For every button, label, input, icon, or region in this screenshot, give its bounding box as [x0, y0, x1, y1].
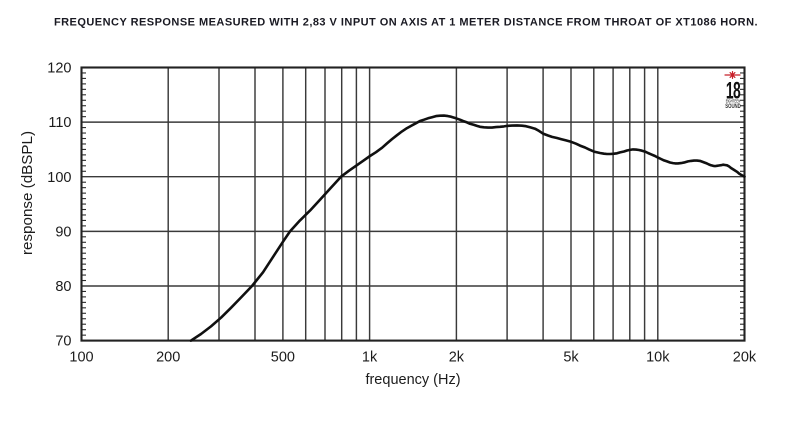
svg-text:200: 200 — [156, 350, 180, 366]
svg-text:70: 70 — [55, 334, 71, 350]
svg-text:110: 110 — [48, 115, 71, 131]
svg-text:FREQUENCY RESPONSE MEASURED WI: FREQUENCY RESPONSE MEASURED WITH 2,83 V … — [54, 17, 758, 29]
svg-text:frequency (Hz): frequency (Hz) — [365, 372, 460, 388]
svg-text:2k: 2k — [449, 350, 465, 366]
svg-text:EIGHTEEN: EIGHTEEN — [726, 98, 741, 103]
svg-text:100: 100 — [69, 350, 93, 366]
svg-text:100: 100 — [47, 170, 71, 186]
svg-text:90: 90 — [55, 225, 71, 241]
svg-text:SOUND: SOUND — [725, 103, 741, 110]
svg-text:80: 80 — [55, 279, 71, 295]
svg-text:120: 120 — [47, 61, 71, 77]
svg-text:response (dBSPL): response (dBSPL) — [19, 131, 36, 255]
svg-text:10k: 10k — [646, 350, 670, 366]
svg-text:5k: 5k — [563, 350, 579, 366]
svg-text:18: 18 — [726, 78, 741, 105]
svg-text:20k: 20k — [733, 350, 757, 366]
svg-text:1k: 1k — [362, 350, 378, 366]
svg-text:500: 500 — [271, 350, 295, 366]
